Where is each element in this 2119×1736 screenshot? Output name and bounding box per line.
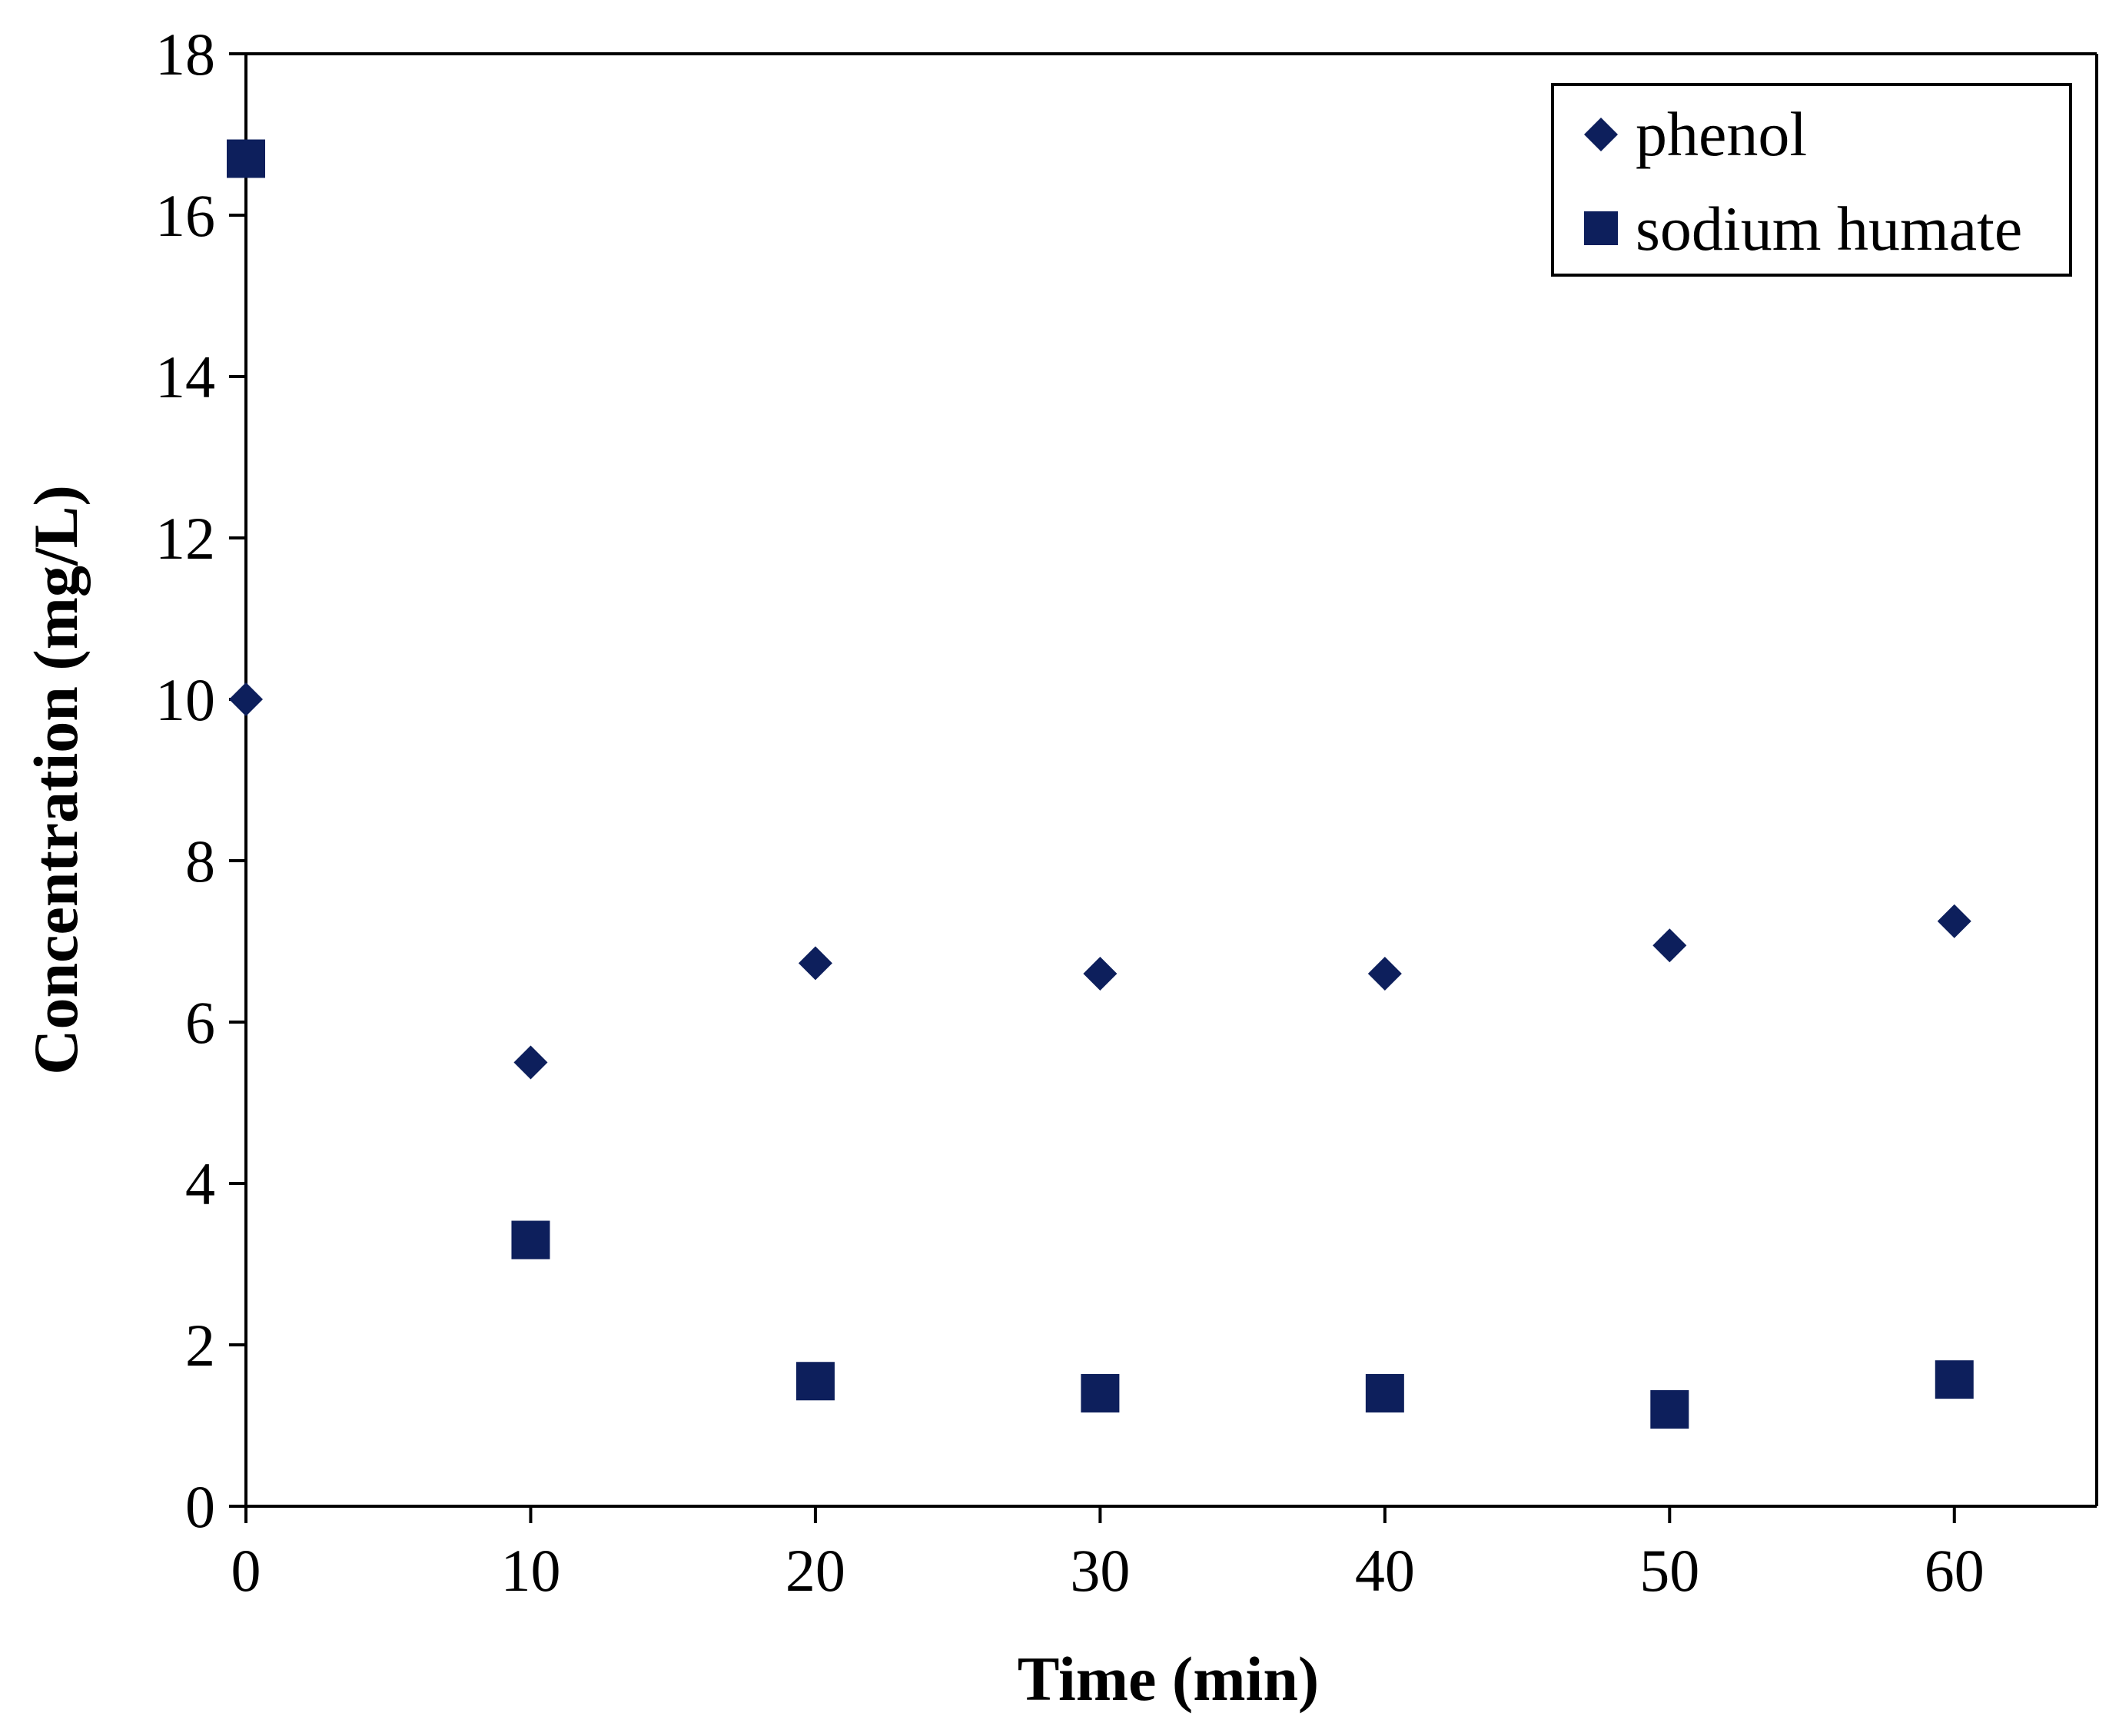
y-axis-ticks: 0 2 4 6 8 10 12 14 16 18: [155, 21, 246, 1540]
y-tick-label: 18: [155, 21, 215, 88]
sodium-humate-point: [1935, 1360, 1974, 1399]
legend: phenol sodium humate: [1551, 83, 2072, 277]
y-tick-label: 8: [185, 828, 215, 895]
phenol-point: [798, 946, 832, 981]
y-tick-label: 6: [185, 989, 215, 1056]
y-tick-label: 0: [185, 1473, 215, 1540]
plot-area: [244, 52, 2098, 1508]
y-axis-title: Concentration (mg/L): [21, 485, 91, 1075]
y-tick-label: 12: [155, 505, 215, 572]
phenol-point: [1367, 957, 1402, 991]
phenol-point: [1652, 928, 1687, 963]
data-markers: [227, 139, 1974, 1429]
phenol-point: [1937, 904, 1971, 938]
y-tick-label: 2: [185, 1312, 215, 1379]
sodium-humate-point: [1081, 1374, 1120, 1412]
legend-sodium-humate-label: sodium humate: [1636, 194, 2022, 264]
sodium-humate-point: [1650, 1390, 1689, 1429]
x-tick-label: 60: [1925, 1537, 1984, 1604]
phenol-point: [1083, 957, 1118, 991]
legend-sodium-humate-marker-icon: [1584, 211, 1618, 245]
sodium-humate-point: [795, 1362, 835, 1401]
legend-phenol-label: phenol: [1636, 99, 1807, 169]
x-axis-ticks: 0 10 20 30 40 50 60: [231, 1506, 1984, 1604]
x-tick-label: 0: [231, 1537, 261, 1604]
x-tick-label: 30: [1070, 1537, 1130, 1604]
y-tick-label: 16: [155, 182, 215, 249]
x-tick-label: 10: [500, 1537, 560, 1604]
legend-phenol-marker-icon: [1584, 118, 1618, 151]
y-tick-label: 10: [155, 666, 215, 733]
x-axis-title: Time (min): [1018, 1644, 1320, 1714]
x-tick-label: 50: [1639, 1537, 1699, 1604]
y-tick-label: 4: [185, 1150, 215, 1217]
x-tick-label: 20: [785, 1537, 845, 1604]
sodium-humate-point: [227, 139, 265, 178]
phenol-point: [229, 682, 263, 716]
y-tick-label: 14: [155, 344, 215, 410]
sodium-humate-point: [1365, 1374, 1404, 1412]
legend-box: [1551, 83, 2072, 277]
x-tick-label: 40: [1355, 1537, 1415, 1604]
sodium-humate-point: [511, 1220, 550, 1260]
phenol-point: [513, 1045, 548, 1080]
